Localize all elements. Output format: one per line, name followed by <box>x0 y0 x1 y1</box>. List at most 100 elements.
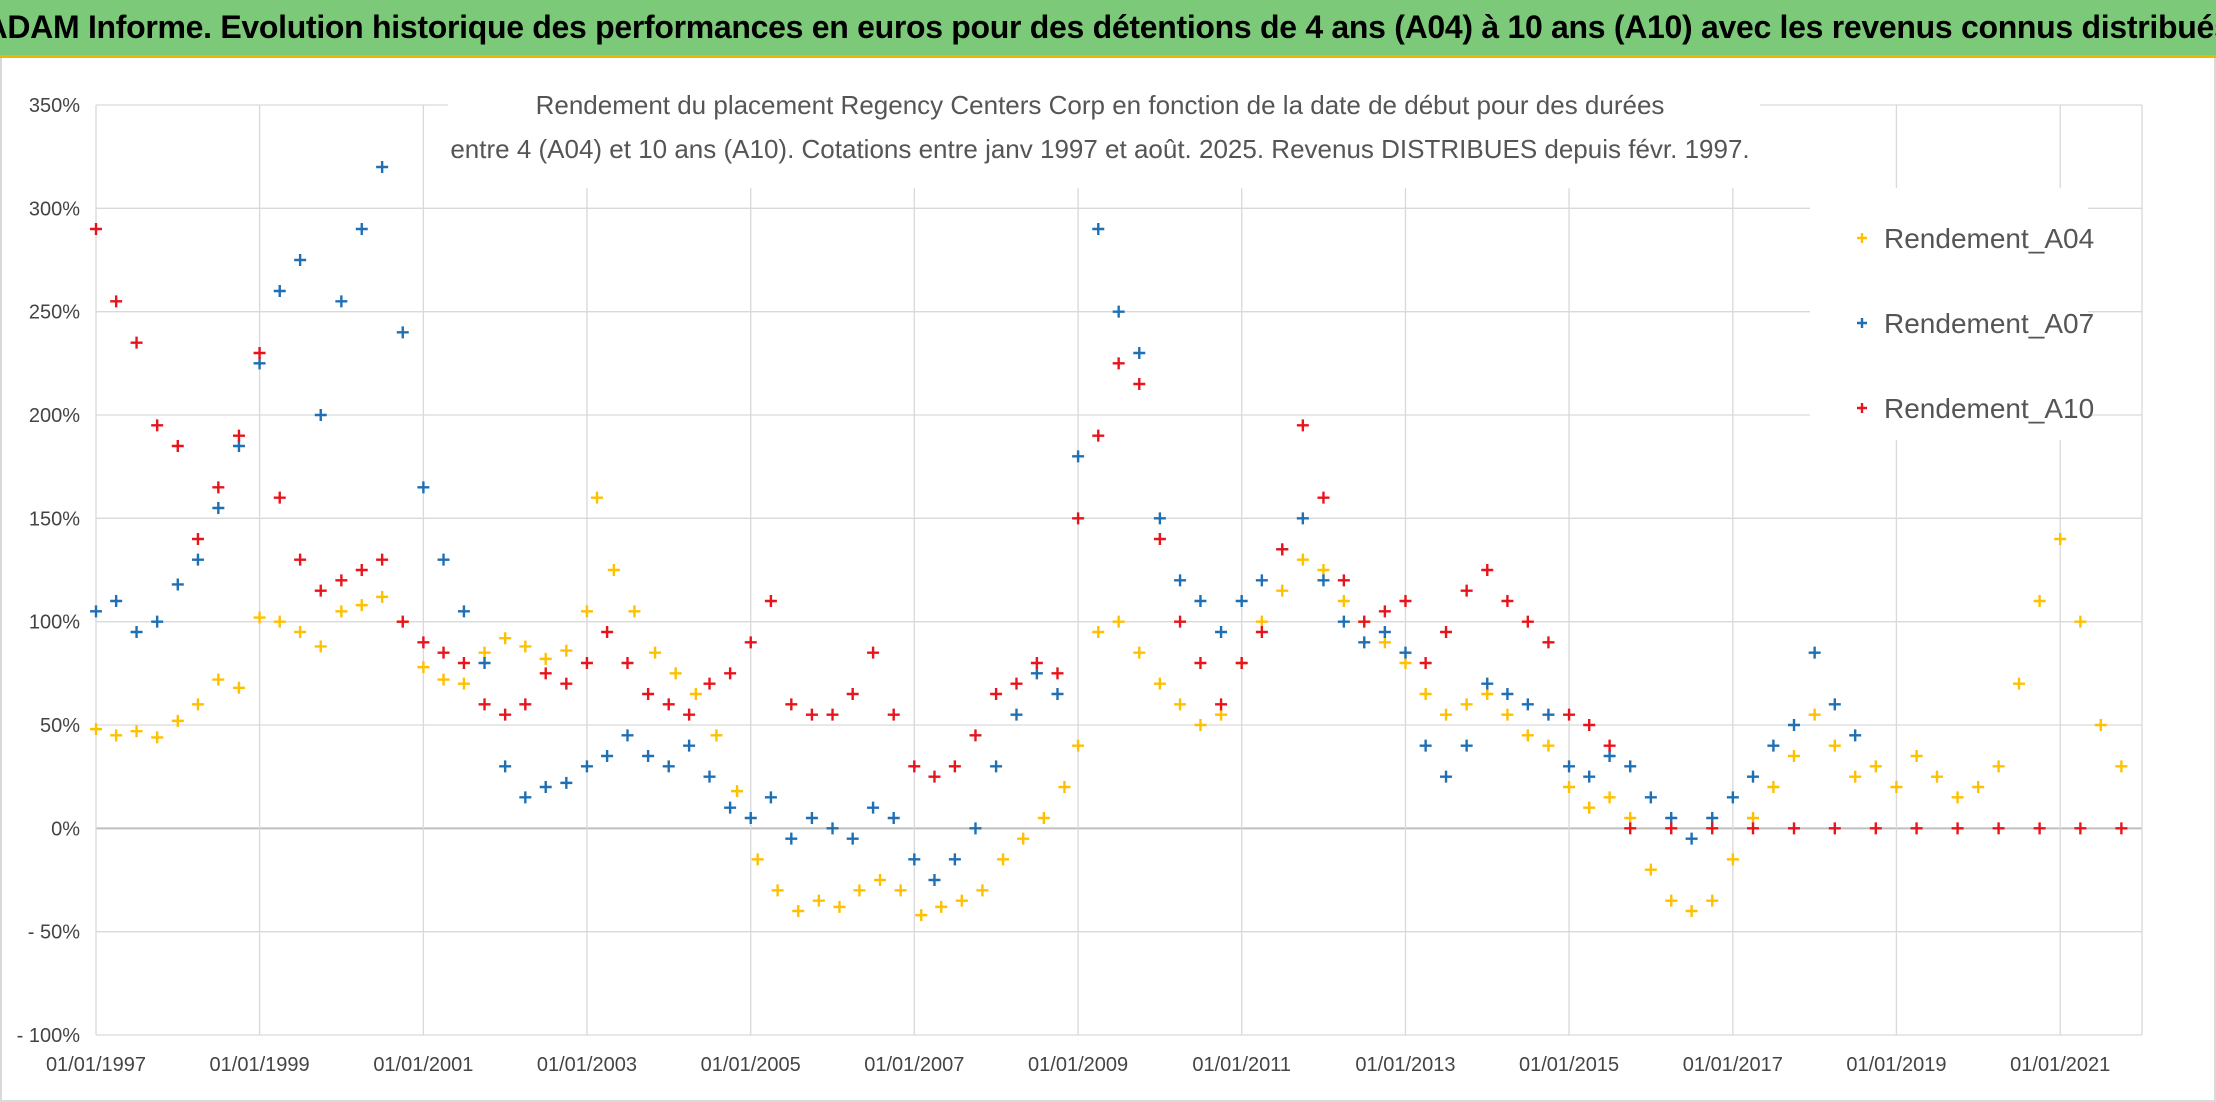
data-point <box>294 553 307 566</box>
data-point <box>867 801 880 814</box>
data-point <box>519 640 532 653</box>
data-point <box>2115 760 2128 773</box>
y-tick-label: 250% <box>29 302 80 324</box>
data-point <box>1481 564 1494 576</box>
data-point <box>948 760 961 773</box>
data-point <box>2054 533 2067 545</box>
data-point <box>355 223 368 235</box>
data-point <box>1644 863 1657 876</box>
data-point <box>1072 450 1085 463</box>
data-point <box>744 812 757 824</box>
title-banner: ADAM Informe. Evolution historique des p… <box>0 0 2216 58</box>
data-point <box>867 646 880 659</box>
data-point <box>1399 657 1412 669</box>
data-point <box>894 884 907 897</box>
x-tick-label: 01/01/1997 <box>46 1054 146 1076</box>
data-point <box>1419 739 1432 752</box>
data-point <box>355 564 368 576</box>
chart: 350% 300% 250% 200% 150% 100% 50% 0% - 50% - 100%… <box>17 72 2143 1076</box>
data-point <box>1583 770 1596 783</box>
data-point <box>1624 760 1637 773</box>
data-point <box>724 801 737 814</box>
data-point <box>669 667 682 680</box>
data-point <box>642 750 655 762</box>
data-point <box>314 640 327 653</box>
data-point <box>887 812 900 824</box>
data-point <box>710 729 723 742</box>
data-point <box>417 661 430 674</box>
data-point <box>110 295 123 308</box>
data-point <box>499 760 512 773</box>
data-point <box>1276 584 1289 597</box>
data-point <box>1665 894 1678 907</box>
data-point <box>1358 615 1371 628</box>
data-point <box>130 725 143 738</box>
data-point <box>171 440 184 452</box>
data-point <box>1788 719 1801 731</box>
data-point <box>580 605 593 618</box>
data-point <box>1153 512 1166 525</box>
data-point <box>1051 688 1064 700</box>
data-point <box>683 708 696 721</box>
data-point <box>591 491 604 504</box>
series-Rendement_A07 <box>90 161 1862 886</box>
data-point <box>1296 553 1309 566</box>
data-point <box>1337 595 1350 607</box>
data-point <box>130 626 143 638</box>
data-point <box>662 760 675 773</box>
data-point <box>376 553 389 566</box>
data-point <box>1849 770 1862 783</box>
chart-title-line-1: Rendement du placement Regency Centers C… <box>536 90 1665 120</box>
y-tick-label: - 50% <box>28 922 80 944</box>
data-point <box>833 900 846 913</box>
y-tick-label: 50% <box>40 715 80 737</box>
data-point <box>628 605 641 618</box>
data-point <box>805 812 818 824</box>
data-point <box>1992 822 2005 835</box>
data-point <box>1419 688 1432 700</box>
x-tick-label: 01/01/2003 <box>537 1054 637 1076</box>
data-point <box>1112 357 1125 370</box>
data-point <box>1624 812 1637 824</box>
data-point <box>1235 657 1248 669</box>
data-point <box>731 785 744 798</box>
legend-marker <box>1857 403 1867 413</box>
data-point <box>607 564 620 576</box>
series-Rendement_A10 <box>90 223 2128 835</box>
data-point <box>826 708 839 721</box>
data-point <box>724 667 737 680</box>
data-point <box>1828 739 1841 752</box>
data-point <box>110 729 123 742</box>
data-point <box>294 254 307 266</box>
data-point <box>253 611 266 624</box>
data-point <box>1378 626 1391 638</box>
data-point <box>1174 698 1187 711</box>
data-point <box>908 760 921 773</box>
data-point <box>1317 564 1330 576</box>
x-tick-label: 01/01/2019 <box>1846 1054 1946 1076</box>
x-tick-label: 01/01/2001 <box>373 1054 473 1076</box>
data-point <box>1092 429 1105 442</box>
data-point <box>1378 636 1391 649</box>
data-point <box>1665 822 1678 835</box>
legend-label: Rendement_A07 <box>1884 308 2094 339</box>
data-point <box>1133 347 1146 359</box>
data-point <box>130 336 143 349</box>
data-point <box>1706 812 1719 824</box>
data-point <box>457 605 470 618</box>
data-point <box>580 657 593 669</box>
data-point <box>151 615 164 628</box>
data-point <box>1706 822 1719 835</box>
data-point <box>1521 729 1534 742</box>
data-point <box>396 326 409 339</box>
data-point <box>1378 605 1391 618</box>
data-point <box>335 295 348 308</box>
data-point <box>1726 853 1739 866</box>
data-point <box>1767 739 1780 752</box>
data-point <box>1869 760 1882 773</box>
data-point <box>1030 667 1043 680</box>
data-point <box>478 646 491 659</box>
data-point <box>928 874 941 886</box>
data-point <box>191 698 204 711</box>
data-point <box>212 502 225 514</box>
